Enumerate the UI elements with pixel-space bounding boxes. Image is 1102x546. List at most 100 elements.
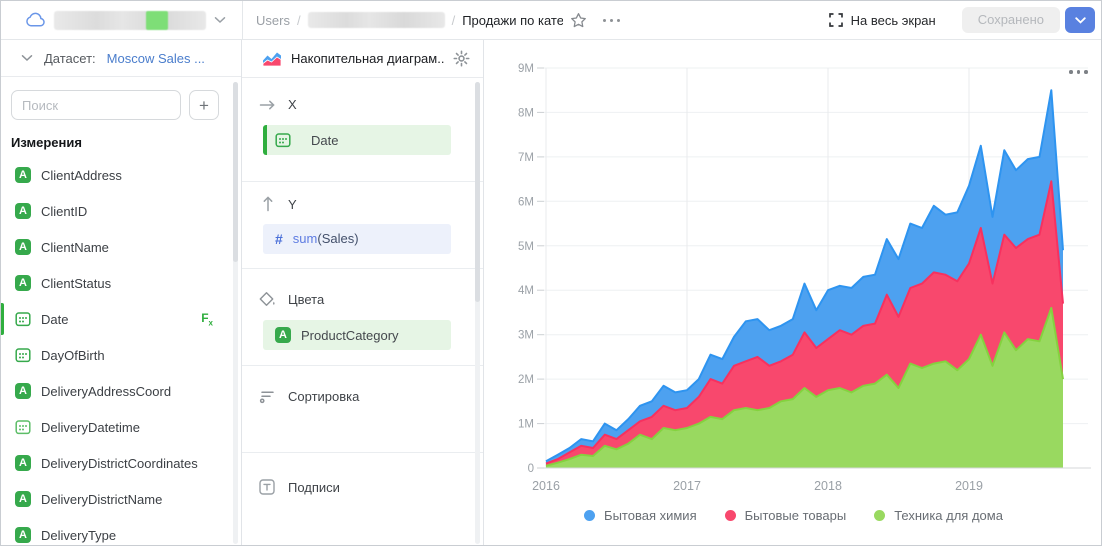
field-name: DeliveryType — [41, 527, 117, 543]
text-label-icon — [259, 479, 277, 495]
panel-scrollbar-thumb[interactable] — [475, 82, 480, 302]
gear-icon[interactable] — [453, 50, 470, 67]
section-colors[interactable]: Цвета A ProductCategory — [242, 269, 483, 366]
legend-label: Техника для дома — [894, 508, 1003, 523]
field-name: ClientAddress — [41, 167, 122, 183]
cloud-icon — [25, 12, 47, 28]
legend-label: Бытовая химия — [604, 508, 697, 523]
section-sort-header: Сортировка — [259, 389, 483, 404]
string-field-icon: A — [275, 327, 291, 343]
fullscreen-button[interactable]: На весь экран — [828, 12, 936, 28]
field-row[interactable]: DeliveryDatetime — [1, 409, 241, 445]
sidebar-scrollbar[interactable] — [233, 82, 238, 544]
x-tick-label: 2019 — [955, 479, 983, 493]
legend-item[interactable]: Бытовая химия — [584, 508, 697, 523]
string-field-icon: A — [15, 275, 31, 291]
y-tick-label: 7M — [518, 152, 534, 164]
org-chevron-down-icon[interactable] — [214, 16, 226, 24]
fields-list: A ClientAddress A ClientID A ClientName A Clien… — [1, 157, 241, 545]
legend-dot — [874, 510, 886, 521]
field-row[interactable]: A DeliveryDistrictCoordinates — [1, 445, 241, 481]
field-row[interactable]: Date Fx — [1, 301, 241, 337]
search-input[interactable] — [11, 90, 181, 120]
field-name: ClientStatus — [41, 275, 112, 291]
arrow-up-icon — [259, 196, 277, 212]
add-field-button[interactable]: + — [189, 90, 219, 120]
field-row[interactable]: A ClientID — [1, 193, 241, 229]
string-field-icon: A — [15, 167, 31, 183]
section-x[interactable]: X Date — [242, 78, 483, 182]
org-selector[interactable] — [47, 10, 226, 30]
legend-item[interactable]: Техника для дома — [874, 508, 1003, 523]
field-row[interactable]: A ClientStatus — [1, 265, 241, 301]
legend-item[interactable]: Бытовые товары — [724, 508, 847, 523]
y-tick-label: 1M — [518, 419, 534, 431]
y-tick-label: 2M — [518, 374, 534, 386]
panel-scrollbar[interactable] — [475, 82, 480, 544]
section-sort[interactable]: Сортировка — [242, 366, 483, 453]
field-row[interactable]: A ClientAddress — [1, 157, 241, 193]
dimensions-title: Измерения — [11, 135, 82, 150]
section-y[interactable]: Y # sum(Sales) — [242, 182, 483, 269]
string-field-icon: A — [15, 383, 31, 399]
dataset-name-link[interactable]: Moscow Sales ... — [106, 50, 205, 66]
fullscreen-label: На весь экран — [850, 12, 936, 28]
topbar-left: Users / / Продажи по кате — [1, 1, 621, 39]
field-name: DeliveryAddressCoord — [41, 383, 172, 399]
section-x-label: X — [288, 97, 297, 112]
field-row[interactable]: A ClientName — [1, 229, 241, 265]
fx-icon: Fx — [201, 310, 213, 328]
x-field-name: Date — [311, 132, 339, 148]
field-row[interactable]: A DeliveryDistrictName — [1, 481, 241, 517]
series-line — [545, 89, 1064, 463]
paint-bucket-icon — [259, 291, 277, 307]
field-name: DayOfBirth — [41, 347, 105, 363]
dataset-label: Датасет: — [44, 50, 96, 66]
chart-legend: Бытовая химия Бытовые товары Техника для д… — [484, 508, 1101, 523]
y-measure-pill[interactable]: # sum(Sales) — [263, 224, 451, 254]
field-row[interactable]: A DeliveryAddressCoord — [1, 373, 241, 409]
field-name: DeliveryDatetime — [41, 419, 140, 435]
saved-button[interactable]: Сохранено — [961, 7, 1060, 33]
date-field-icon — [275, 132, 291, 148]
favorite-star-icon[interactable] — [570, 12, 587, 29]
visualization-panel: Накопительная диаграм... X Date — [242, 40, 484, 545]
section-y-label: Y — [288, 196, 297, 212]
field-row[interactable]: A DeliveryType — [1, 517, 241, 545]
top-bar: Users / / Продажи по кате На весь экран … — [1, 1, 1101, 40]
legend-label: Бытовые товары — [744, 508, 847, 523]
topbar-divider — [242, 1, 243, 39]
breadcrumb-more-icon[interactable] — [603, 13, 621, 27]
aggregation-arg: (Sales) — [317, 231, 359, 246]
legend-dot — [724, 510, 736, 521]
collapse-chevron-icon[interactable] — [21, 54, 33, 62]
chart-more-icon[interactable] — [1066, 67, 1091, 77]
breadcrumb-separator: / — [296, 12, 301, 28]
legend-dot — [584, 510, 596, 521]
number-field-icon: # — [275, 231, 283, 247]
colors-field-pill[interactable]: A ProductCategory — [263, 320, 451, 350]
visualization-type-label[interactable]: Накопительная диаграм... — [291, 51, 444, 66]
save-dropdown-button[interactable] — [1065, 7, 1095, 33]
colors-field-name: ProductCategory — [301, 327, 399, 343]
visualization-header: Накопительная диаграм... — [242, 40, 483, 78]
sort-icon — [259, 389, 277, 404]
field-row[interactable]: DayOfBirth — [1, 337, 241, 373]
field-search-row: + — [1, 77, 241, 120]
chart-preview: 0 1M 2M 3M 4M 5M 6M 7M 8M 9M 2016 2017 2018 2019 Быто… — [484, 40, 1102, 545]
sidebar-scrollbar-thumb[interactable] — [233, 82, 238, 262]
string-field-icon: A — [15, 239, 31, 255]
breadcrumb-users[interactable]: Users — [256, 12, 290, 28]
stacked-area-chart[interactable]: 0 1M 2M 3M 4M 5M 6M 7M 8M 9M 2016 2017 2018 2019 — [484, 40, 1102, 500]
section-y-header: Y — [259, 196, 483, 212]
x-tick-label: 2018 — [814, 479, 842, 493]
area-chart-icon[interactable] — [262, 51, 282, 67]
chart-canvas[interactable]: 0 1M 2M 3M 4M 5M 6M 7M 8M 9M 2016 2017 2018 2019 — [484, 40, 1102, 505]
field-name: DeliveryDistrictCoordinates — [41, 455, 198, 471]
section-labels[interactable]: Подписи — [242, 453, 483, 545]
org-name-redacted — [54, 10, 206, 30]
fullscreen-icon — [828, 13, 843, 27]
section-sort-label: Сортировка — [288, 389, 360, 404]
x-field-pill[interactable]: Date — [263, 125, 451, 155]
